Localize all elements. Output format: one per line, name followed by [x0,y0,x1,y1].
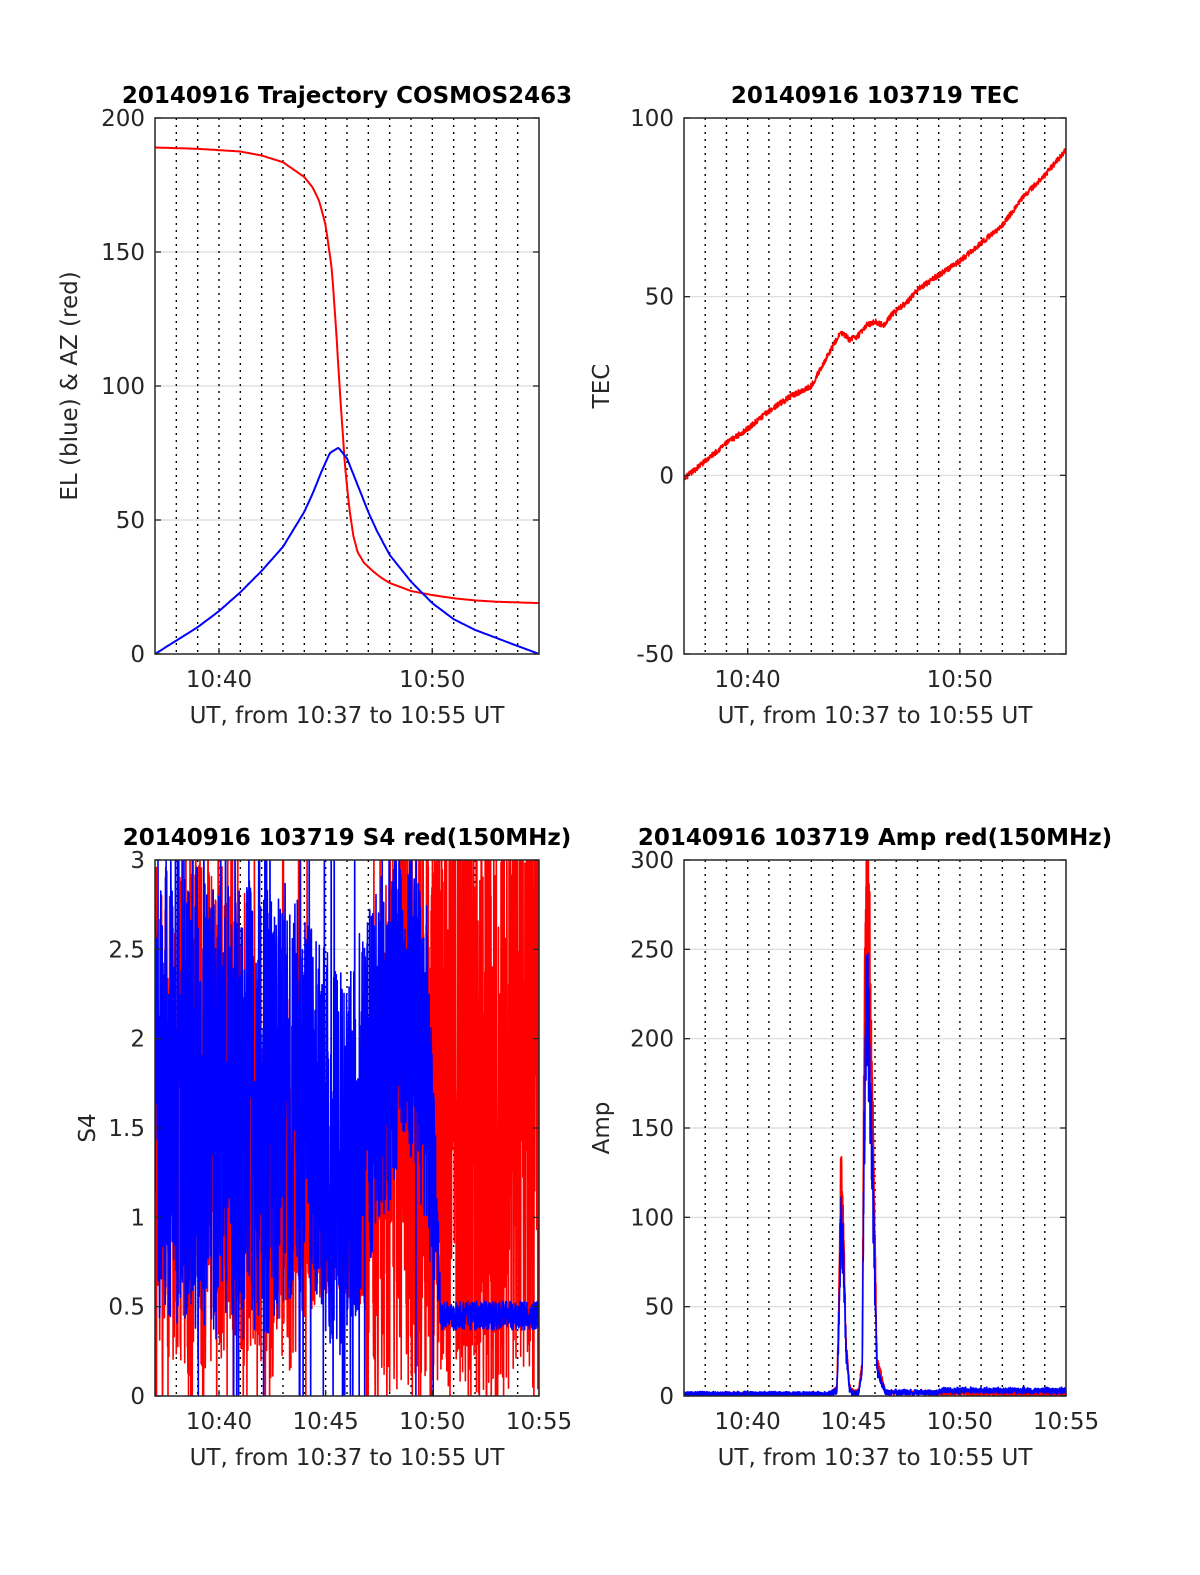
y-tick-label: 300 [630,848,674,874]
x-tick-label: 10:45 [292,1409,358,1435]
chart-title: 20140916 103719 Amp red(150MHz) [638,825,1112,851]
y-tick-label: 50 [645,1295,674,1321]
y-tick-label: 150 [101,240,145,266]
y-tick-label: 50 [116,508,145,534]
y-axis-label: Amp [589,1102,615,1155]
x-tick-label: 10:40 [715,1409,781,1435]
amp-panel: 20140916 103719 Amp red(150MHz) 10:40 10:… [589,825,1112,1471]
axes-box [683,117,1067,655]
chart-title: 20140916 Trajectory COSMOS2463 [122,83,572,109]
x-tick-label: 10:40 [186,1409,252,1435]
y-tick-label: 0 [659,1384,674,1410]
series-line-0 [155,146,539,605]
x-tick-label: 10:50 [927,1409,993,1435]
tec-panel: 20140916 103719 TEC 10:40 10:50-50050100 … [589,83,1067,729]
y-tick-label: 100 [630,1205,674,1231]
y-axis-label: TEC [589,364,615,410]
y-tick-label: 100 [630,106,674,132]
y-tick-label: 250 [630,937,674,963]
y-tick-label: 0.5 [108,1295,145,1321]
x-tick-label: 10:55 [506,1409,572,1435]
x-axis-label: UT, from 10:37 to 10:55 UT [718,1445,1034,1471]
y-tick-label: 100 [101,374,145,400]
y-tick-label: 200 [101,106,145,132]
y-tick-label: 0 [130,642,145,668]
y-tick-label: 150 [630,1116,674,1142]
trajectory-panel: 20140916 Trajectory COSMOS2463 10:40 10:5… [57,83,572,729]
chart-title: 20140916 103719 S4 red(150MHz) [123,825,572,851]
y-axis-label: EL (blue) & AZ (red) [57,271,83,500]
chart-title: 20140916 103719 TEC [731,83,1019,109]
y-tick-label: 1.5 [108,1116,145,1142]
x-tick-label: 10:50 [399,1409,465,1435]
x-axis-label: UT, from 10:37 to 10:55 UT [190,703,506,729]
y-tick-label: 3 [130,848,145,874]
y-tick-label: 200 [630,1027,674,1053]
x-tick-label: 10:40 [715,667,781,693]
y-tick-label: 50 [645,285,674,311]
x-tick-label: 10:40 [186,667,252,693]
series-line-0 [684,148,1066,481]
y-tick-label: 0 [130,1384,145,1410]
y-tick-label: 0 [659,463,674,489]
y-axis-label: S4 [75,1113,101,1142]
s4-panel: 20140916 103719 S4 red(150MHz) 10:40 10:4… [75,825,572,1471]
x-tick-label: 10:55 [1033,1409,1099,1435]
y-tick-label: 1 [130,1205,145,1231]
y-tick-label: 2 [130,1027,145,1053]
x-tick-label: 10:50 [927,667,993,693]
y-tick-label: 2.5 [108,937,145,963]
x-axis-label: UT, from 10:37 to 10:55 UT [190,1445,506,1471]
series-line-1 [155,860,539,1396]
x-tick-label: 10:50 [399,667,465,693]
x-tick-label: 10:45 [821,1409,887,1435]
series-line-1 [155,446,539,654]
x-axis-label: UT, from 10:37 to 10:55 UT [718,703,1034,729]
y-tick-label: -50 [636,642,674,668]
